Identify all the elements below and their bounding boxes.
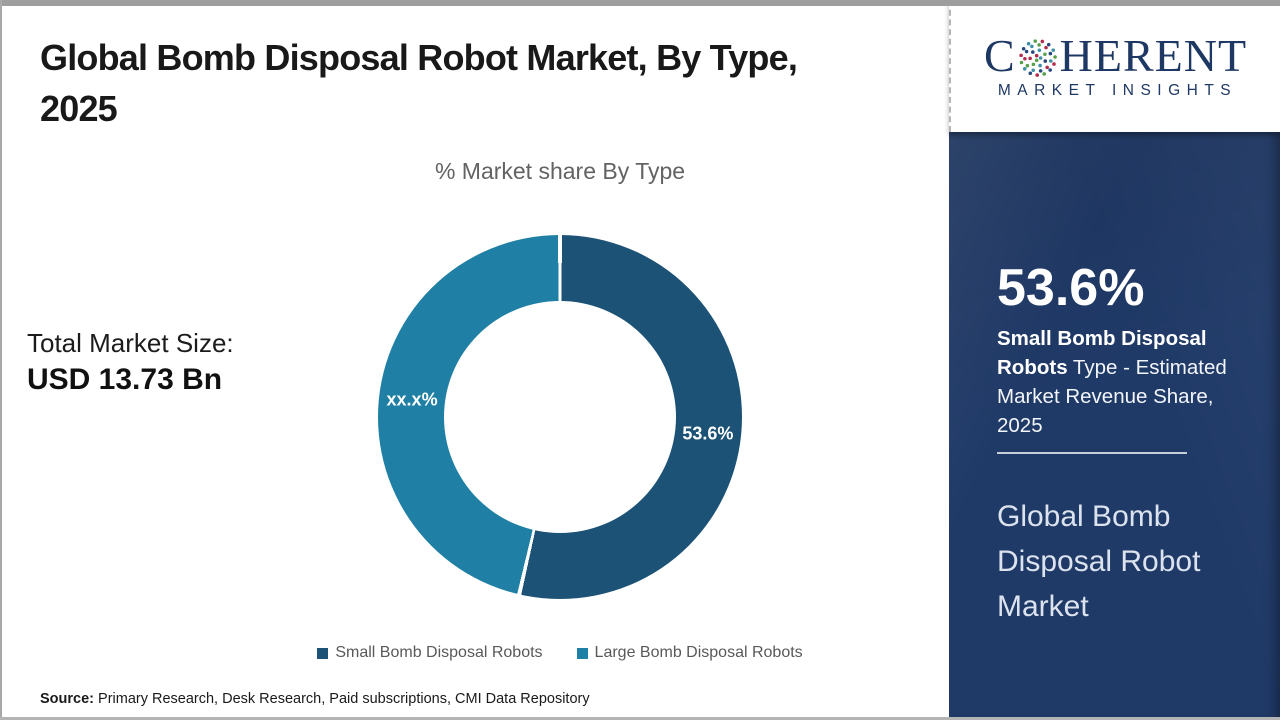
donut-chart: 53.6% xx.x%	[378, 235, 742, 599]
sidebar-panel: 53.6% Small Bomb Disposal Robots Type - …	[949, 132, 1280, 720]
page-title: Global Bomb Disposal Robot Market, By Ty…	[40, 32, 798, 134]
top-border-bar	[0, 0, 1280, 6]
page-title-line2: 2025	[40, 88, 118, 129]
logo-tagline: MARKET INSIGHTS	[997, 81, 1238, 99]
logo-letter-c: C	[983, 29, 1016, 81]
sidebar-stat-rest: Type - Estimated Market Revenue Share, 2…	[997, 356, 1227, 437]
legend-swatch-small-robots	[317, 647, 329, 659]
coherent-logo-wordmark: C HERENT	[983, 29, 1248, 81]
source-label: Source:	[40, 691, 94, 707]
left-border	[0, 0, 2, 720]
bottom-border	[0, 717, 1280, 720]
page-title-line1: Global Bomb Disposal Robot Market, By Ty…	[40, 37, 798, 78]
sidebar-stat-value: 53.6%	[997, 259, 1145, 317]
sidebar-stat-bold: Small Bomb Disposal Robots	[997, 327, 1207, 379]
total-market-size-value: USD 13.73 Bn	[27, 363, 223, 396]
source-text: Primary Research, Desk Research, Paid su…	[94, 691, 590, 707]
donut-slice-label-large-robots: xx.x%	[386, 389, 438, 410]
chart-subtitle: % Market share By Type	[434, 158, 686, 184]
coherent-logo-box: C HERENT MARKET INSIGHTS	[949, 0, 1280, 132]
sidebar-stat-description: Small Bomb Disposal Robots Type - Estima…	[997, 324, 1249, 440]
source-line: Source: Primary Research, Desk Research,…	[40, 691, 590, 707]
donut-hole	[444, 301, 676, 533]
legend-label-small-robots: Small Bomb Disposal Robots	[335, 644, 543, 661]
logo-word-herent: HERENT	[1059, 29, 1248, 81]
legend-item-small-robots: Small Bomb Disposal Robots	[317, 644, 543, 662]
donut-slice-label-small-robots: 53.6%	[682, 423, 734, 444]
total-market-size-block: Total Market Size: USD 13.73 Bn	[27, 326, 234, 400]
legend-swatch-large-robots	[576, 647, 588, 659]
sidebar-divider	[997, 452, 1187, 454]
chart-legend: Small Bomb Disposal Robots Large Bomb Di…	[180, 644, 940, 662]
legend-label-large-robots: Large Bomb Disposal Robots	[594, 644, 803, 661]
total-market-size-label: Total Market Size:	[27, 328, 234, 358]
sidebar-market-title: Global Bomb Disposal Robot Market	[997, 500, 1201, 623]
coherent-globe-icon	[1018, 38, 1057, 77]
legend-item-large-robots: Large Bomb Disposal Robots	[576, 644, 803, 662]
